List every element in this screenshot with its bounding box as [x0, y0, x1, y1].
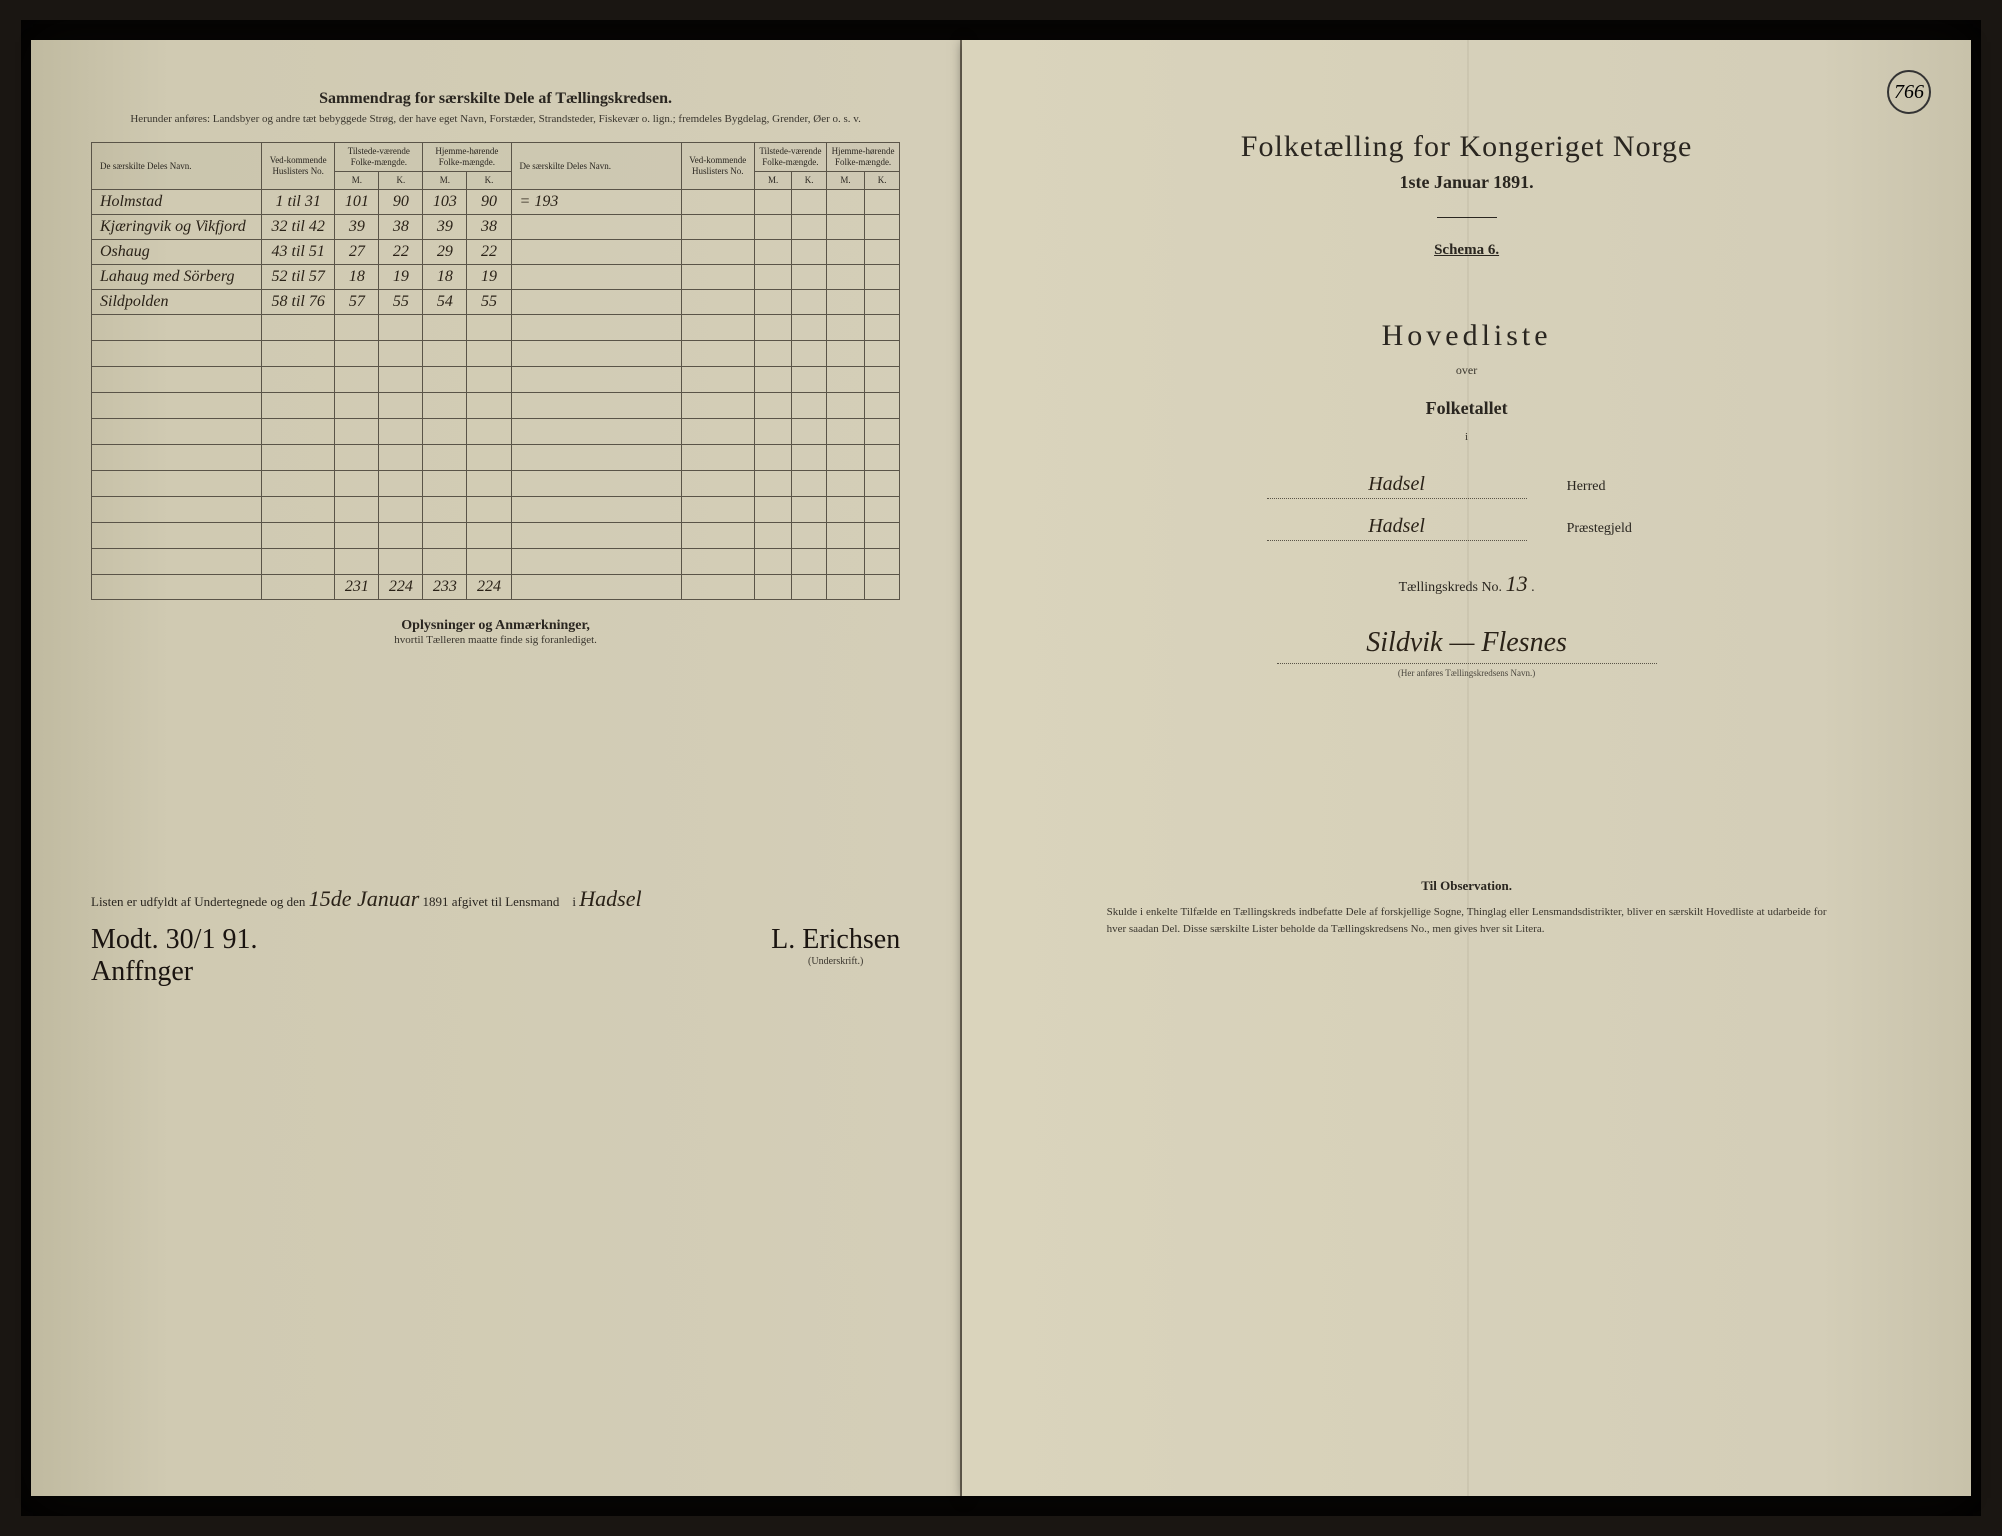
- th-m: M.: [335, 171, 379, 189]
- th-husliste2: Ved-kommende Huslisters No.: [681, 143, 754, 189]
- table-row-empty: [92, 340, 900, 366]
- row-tm: 18: [335, 264, 379, 289]
- row-name: Kjæringvik og Vikfjord: [92, 214, 262, 239]
- row-tm: 101: [335, 189, 379, 214]
- oplys-title: Oplysninger og Anmærkninger,: [91, 618, 900, 634]
- row-name: Oshaug: [92, 239, 262, 264]
- th-m: M.: [754, 171, 791, 189]
- row-tm: 27: [335, 239, 379, 264]
- herred-label: Herred: [1567, 479, 1667, 495]
- total-tm: 231: [335, 574, 379, 599]
- footer-place: Hadsel: [579, 886, 641, 911]
- row-no: 58 til 76: [262, 289, 335, 314]
- row-hk: 90: [467, 189, 511, 214]
- table-row-empty: [92, 418, 900, 444]
- total-hk: 224: [467, 574, 511, 599]
- row-tk: 55: [379, 289, 423, 314]
- summary-title: Sammendrag for særskilte Dele af Tælling…: [91, 90, 900, 108]
- table-row: Kjæringvik og Vikfjord32 til 4239383938: [92, 214, 900, 239]
- table-row: Sildpolden58 til 7657555455: [92, 289, 900, 314]
- row-hm: 18: [423, 264, 467, 289]
- right-page: 766 Folketælling for Kongeriget Norge 1s…: [962, 40, 1971, 1496]
- footer-date: 15de Januar: [309, 886, 420, 911]
- signature-block: Modt. 30/1 91. Anffnger L. Erichsen (Und…: [91, 924, 900, 988]
- row-name: Sildpolden: [92, 289, 262, 314]
- kreds-dot: .: [1531, 580, 1535, 595]
- row-note: [511, 289, 681, 314]
- left-page: Sammendrag for særskilte Dele af Tælling…: [31, 40, 962, 1496]
- book-spread: Sammendrag for særskilte Dele af Tælling…: [21, 20, 1981, 1516]
- sig-left-1: Modt. 30/1 91.: [91, 924, 257, 956]
- row-hm: 29: [423, 239, 467, 264]
- prest-value: Hadsel: [1267, 515, 1527, 541]
- table-row: Holmstad1 til 311019010390= 193: [92, 189, 900, 214]
- table-row-empty: [92, 366, 900, 392]
- sig-right: L. Erichsen: [771, 924, 900, 956]
- row-name: Holmstad: [92, 189, 262, 214]
- th-tilstede: Tilstede-værende Folke-mængde.: [335, 143, 423, 172]
- table-row-empty: [92, 548, 900, 574]
- th-k: K.: [865, 171, 900, 189]
- th-m: M.: [826, 171, 864, 189]
- page-number: 766: [1887, 70, 1931, 114]
- table-row-empty: [92, 314, 900, 340]
- row-no: 1 til 31: [262, 189, 335, 214]
- row-tk: 38: [379, 214, 423, 239]
- table-row-empty: [92, 522, 900, 548]
- table-row: Oshaug43 til 5127222922: [92, 239, 900, 264]
- row-tk: 19: [379, 264, 423, 289]
- kreds-no: 13: [1506, 571, 1528, 596]
- row-note: = 193: [511, 189, 681, 214]
- row-tm: 39: [335, 214, 379, 239]
- th-k: K.: [467, 171, 511, 189]
- th-hjemme2: Hjemme-hørende Folke-mængde.: [826, 143, 899, 172]
- fold-line: [1467, 40, 1469, 1496]
- th-k: K.: [792, 171, 827, 189]
- footer-year: 1891 afgivet til Lensmand: [423, 894, 560, 909]
- row-note: [511, 264, 681, 289]
- total-tk: 224: [379, 574, 423, 599]
- th-hjemme: Hjemme-hørende Folke-mængde.: [423, 143, 511, 172]
- th-tilstede2: Tilstede-værende Folke-mængde.: [754, 143, 826, 172]
- footer-place-pre: i: [572, 894, 576, 909]
- table-row-empty: [92, 444, 900, 470]
- row-hk: 19: [467, 264, 511, 289]
- summary-subtitle: Herunder anføres: Landsbyer og andre tæt…: [91, 112, 900, 126]
- th-name2: De særskilte Deles Navn.: [511, 143, 681, 189]
- row-tm: 57: [335, 289, 379, 314]
- th-husliste: Ved-kommende Huslisters No.: [262, 143, 335, 189]
- row-hm: 54: [423, 289, 467, 314]
- row-hm: 39: [423, 214, 467, 239]
- th-m: M.: [423, 171, 467, 189]
- row-name: Lahaug med Sörberg: [92, 264, 262, 289]
- summary-table: De særskilte Deles Navn. Ved-kommende Hu…: [91, 142, 900, 599]
- row-hk: 38: [467, 214, 511, 239]
- row-hm: 103: [423, 189, 467, 214]
- kreds-label: Tællingskreds No.: [1399, 580, 1502, 595]
- row-no: 32 til 42: [262, 214, 335, 239]
- table-row-empty: [92, 496, 900, 522]
- th-name: De særskilte Deles Navn.: [92, 143, 262, 189]
- row-tk: 22: [379, 239, 423, 264]
- herred-value: Hadsel: [1267, 473, 1527, 499]
- row-hk: 22: [467, 239, 511, 264]
- th-k: K.: [379, 171, 423, 189]
- sig-left-2: Anffnger: [91, 956, 257, 988]
- prest-label: Præstegjeld: [1567, 521, 1667, 537]
- footer-line: Listen er udfyldt af Undertegnede og den…: [91, 886, 900, 912]
- oplys-sub: hvortil Tælleren maatte finde sig foranl…: [91, 634, 900, 646]
- row-no: 52 til 57: [262, 264, 335, 289]
- table-row-empty: [92, 392, 900, 418]
- underskrift-label: (Underskrift.): [771, 956, 900, 967]
- table-row-totals: 231224233224: [92, 574, 900, 599]
- row-no: 43 til 51: [262, 239, 335, 264]
- row-tk: 90: [379, 189, 423, 214]
- row-hk: 55: [467, 289, 511, 314]
- table-row: Lahaug med Sörberg52 til 5718191819: [92, 264, 900, 289]
- row-note: [511, 214, 681, 239]
- total-hm: 233: [423, 574, 467, 599]
- row-note: [511, 239, 681, 264]
- table-row-empty: [92, 470, 900, 496]
- footer-pre: Listen er udfyldt af Undertegnede og den: [91, 894, 305, 909]
